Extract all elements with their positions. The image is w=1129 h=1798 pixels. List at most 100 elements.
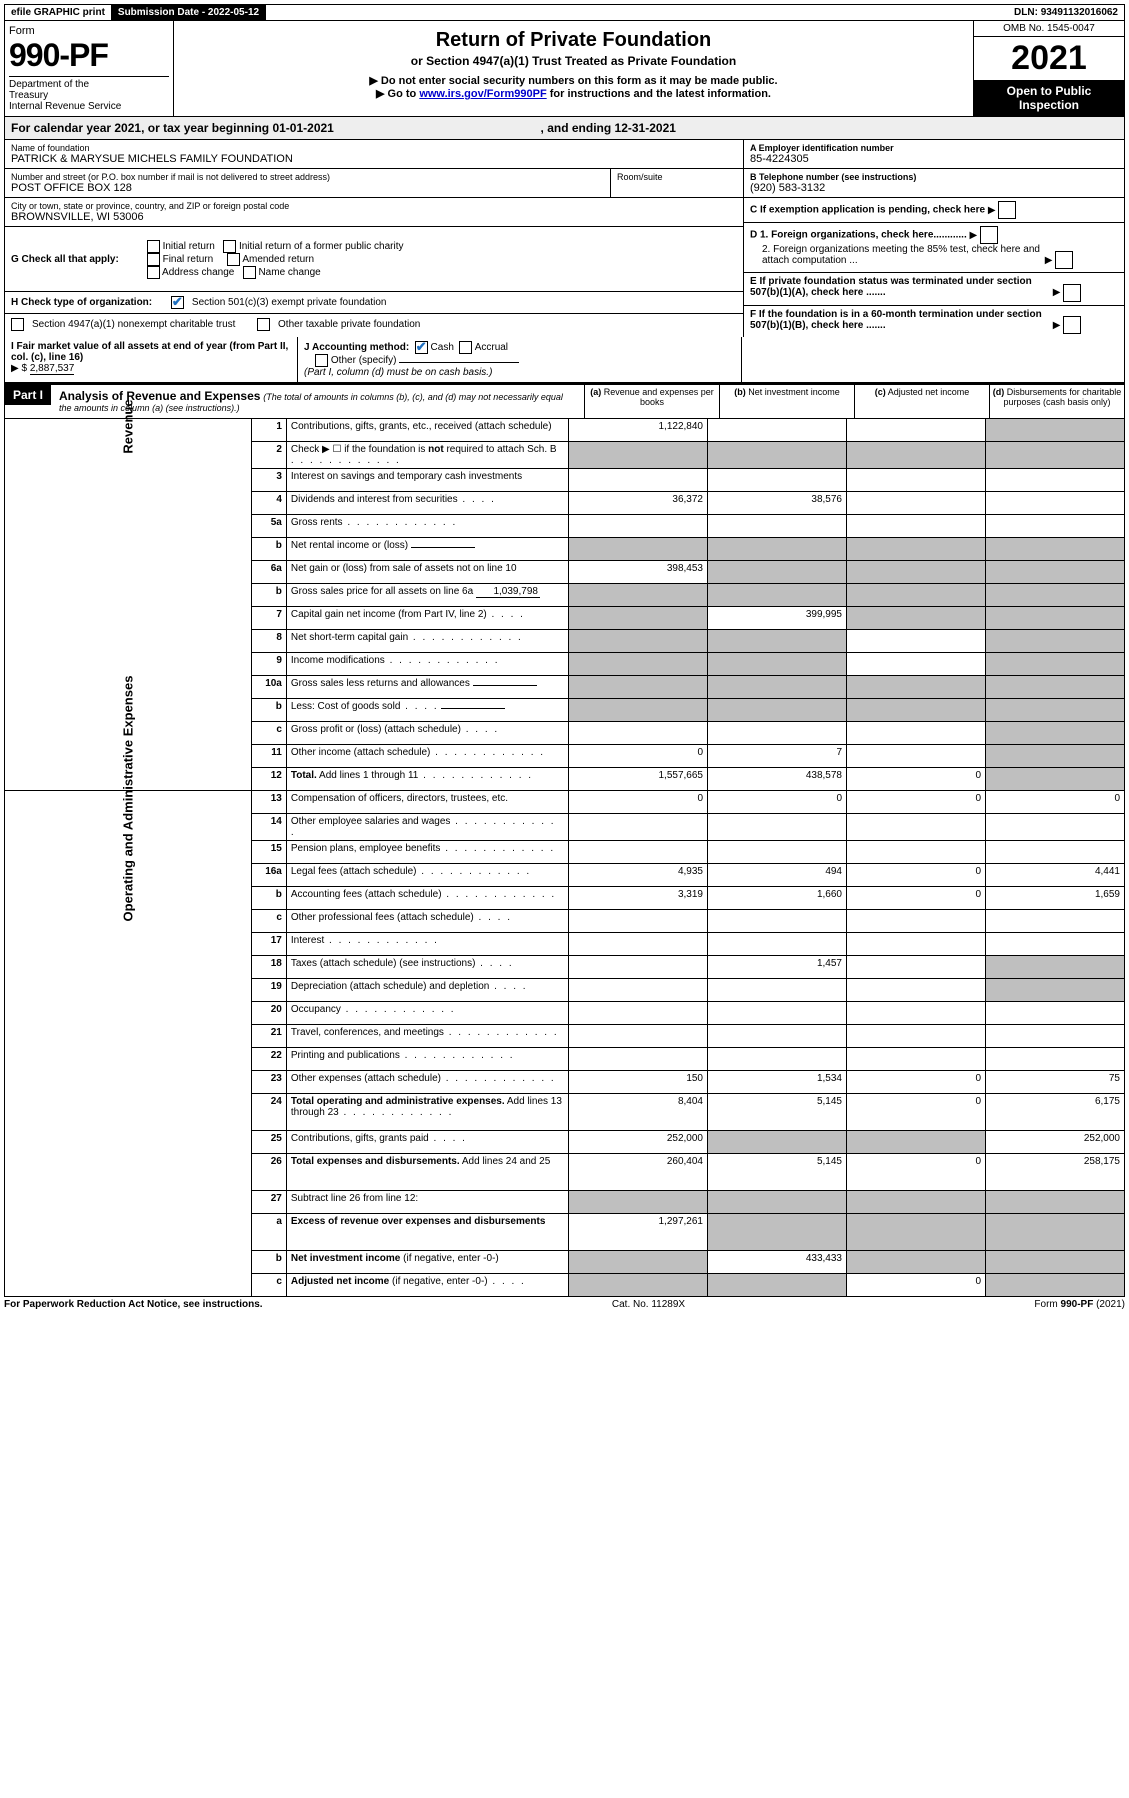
line-label: Total. Add lines 1 through 11	[286, 768, 568, 791]
line-number: 26	[251, 1154, 286, 1191]
name-change-checkbox[interactable]	[243, 266, 256, 279]
form-subtitle: or Section 4947(a)(1) Trust Treated as P…	[178, 54, 969, 68]
col-b	[708, 841, 847, 864]
room-label: Room/suite	[617, 172, 737, 182]
page-footer: For Paperwork Reduction Act Notice, see …	[4, 1297, 1125, 1310]
col-a	[569, 979, 708, 1002]
line-number: b	[251, 584, 286, 607]
col-c	[847, 814, 986, 841]
line-label: Adjusted net income (if negative, enter …	[286, 1274, 568, 1297]
col-c: 0	[847, 1274, 986, 1297]
line-number: 15	[251, 841, 286, 864]
col-b	[708, 515, 847, 538]
dln: DLN: 93491132016062	[1008, 5, 1124, 20]
col-b: 399,995	[708, 607, 847, 630]
col-d	[986, 910, 1125, 933]
accrual-checkbox[interactable]	[459, 341, 472, 354]
col-c	[847, 745, 986, 768]
col-c	[847, 910, 986, 933]
initial-former-checkbox[interactable]	[223, 240, 236, 253]
initial-return-checkbox[interactable]	[147, 240, 160, 253]
col-c	[847, 1002, 986, 1025]
col-a	[569, 699, 708, 722]
line-number: 6a	[251, 561, 286, 584]
fmv-value: 2,887,537	[30, 363, 75, 375]
line-label: Interest	[286, 933, 568, 956]
address-change-checkbox[interactable]	[147, 266, 160, 279]
col-d	[986, 768, 1125, 791]
4947-checkbox[interactable]	[11, 318, 24, 331]
col-d	[986, 492, 1125, 515]
other-taxable-checkbox[interactable]	[257, 318, 270, 331]
col-c	[847, 979, 986, 1002]
section-d: D 1. Foreign organizations, check here..…	[744, 223, 1124, 273]
col-a: 260,404	[569, 1154, 708, 1191]
col-b: 1,534	[708, 1071, 847, 1094]
col-a	[569, 1002, 708, 1025]
part1-header: Part I Analysis of Revenue and Expenses …	[4, 383, 1125, 419]
section-f: F If the foundation is in a 60-month ter…	[744, 306, 1124, 337]
line-number: 12	[251, 768, 286, 791]
col-c	[847, 1214, 986, 1251]
col-b	[708, 1025, 847, 1048]
line-number: 18	[251, 956, 286, 979]
col-c	[847, 584, 986, 607]
501c3-checkbox[interactable]	[171, 296, 184, 309]
line-number: b	[251, 699, 286, 722]
col-d: 258,175	[986, 1154, 1125, 1191]
tax-year: 2021	[974, 37, 1124, 80]
line-number: 4	[251, 492, 286, 515]
col-b	[708, 469, 847, 492]
status-terminated-checkbox[interactable]	[1063, 284, 1081, 302]
col-d	[986, 745, 1125, 768]
col-d	[986, 630, 1125, 653]
col-d	[986, 933, 1125, 956]
top-bar: efile GRAPHIC print Submission Date - 20…	[4, 4, 1125, 21]
cash-checkbox[interactable]	[415, 341, 428, 354]
col-a: 1,297,261	[569, 1214, 708, 1251]
other-method-checkbox[interactable]	[315, 354, 328, 367]
line-label: Pension plans, employee benefits	[286, 841, 568, 864]
line-label: Gross sales price for all assets on line…	[286, 584, 568, 607]
name-label: Name of foundation	[11, 143, 737, 153]
col-a: 398,453	[569, 561, 708, 584]
line-label: Subtract line 26 from line 12:	[286, 1191, 568, 1214]
line-label: Compensation of officers, directors, tru…	[286, 791, 568, 814]
amended-return-checkbox[interactable]	[227, 253, 240, 266]
col-b	[708, 561, 847, 584]
line-label: Net rental income or (loss)	[286, 538, 568, 561]
col-a	[569, 910, 708, 933]
col-c	[847, 653, 986, 676]
col-a	[569, 841, 708, 864]
col-d	[986, 607, 1125, 630]
col-a: 150	[569, 1071, 708, 1094]
col-a: 0	[569, 745, 708, 768]
col-c: 0	[847, 864, 986, 887]
line-number: 2	[251, 442, 286, 469]
col-b	[708, 419, 847, 442]
foreign-org-checkbox[interactable]	[980, 226, 998, 244]
phone: (920) 583-3132	[750, 182, 1118, 194]
col-c	[847, 1048, 986, 1071]
col-b: 433,433	[708, 1251, 847, 1274]
col-a: 1,122,840	[569, 419, 708, 442]
line-label: Other professional fees (attach schedule…	[286, 910, 568, 933]
efile-button[interactable]: efile GRAPHIC print	[5, 5, 112, 20]
col-d-header: (d) Disbursements for charitable purpose…	[989, 385, 1124, 418]
col-c	[847, 1191, 986, 1214]
line-label: Gross rents	[286, 515, 568, 538]
col-a	[569, 1274, 708, 1297]
col-c	[847, 1251, 986, 1274]
col-c	[847, 538, 986, 561]
foreign-85-checkbox[interactable]	[1055, 251, 1073, 269]
exemption-pending-checkbox[interactable]	[998, 201, 1016, 219]
instructions-link[interactable]: www.irs.gov/Form990PF	[419, 88, 546, 100]
line-label: Dividends and interest from securities	[286, 492, 568, 515]
line-number: 10a	[251, 676, 286, 699]
foundation-name: PATRICK & MARYSUE MICHELS FAMILY FOUNDAT…	[11, 153, 737, 165]
col-c	[847, 630, 986, 653]
60month-checkbox[interactable]	[1063, 316, 1081, 334]
line-number: 21	[251, 1025, 286, 1048]
final-return-checkbox[interactable]	[147, 253, 160, 266]
col-c: 0	[847, 1094, 986, 1131]
